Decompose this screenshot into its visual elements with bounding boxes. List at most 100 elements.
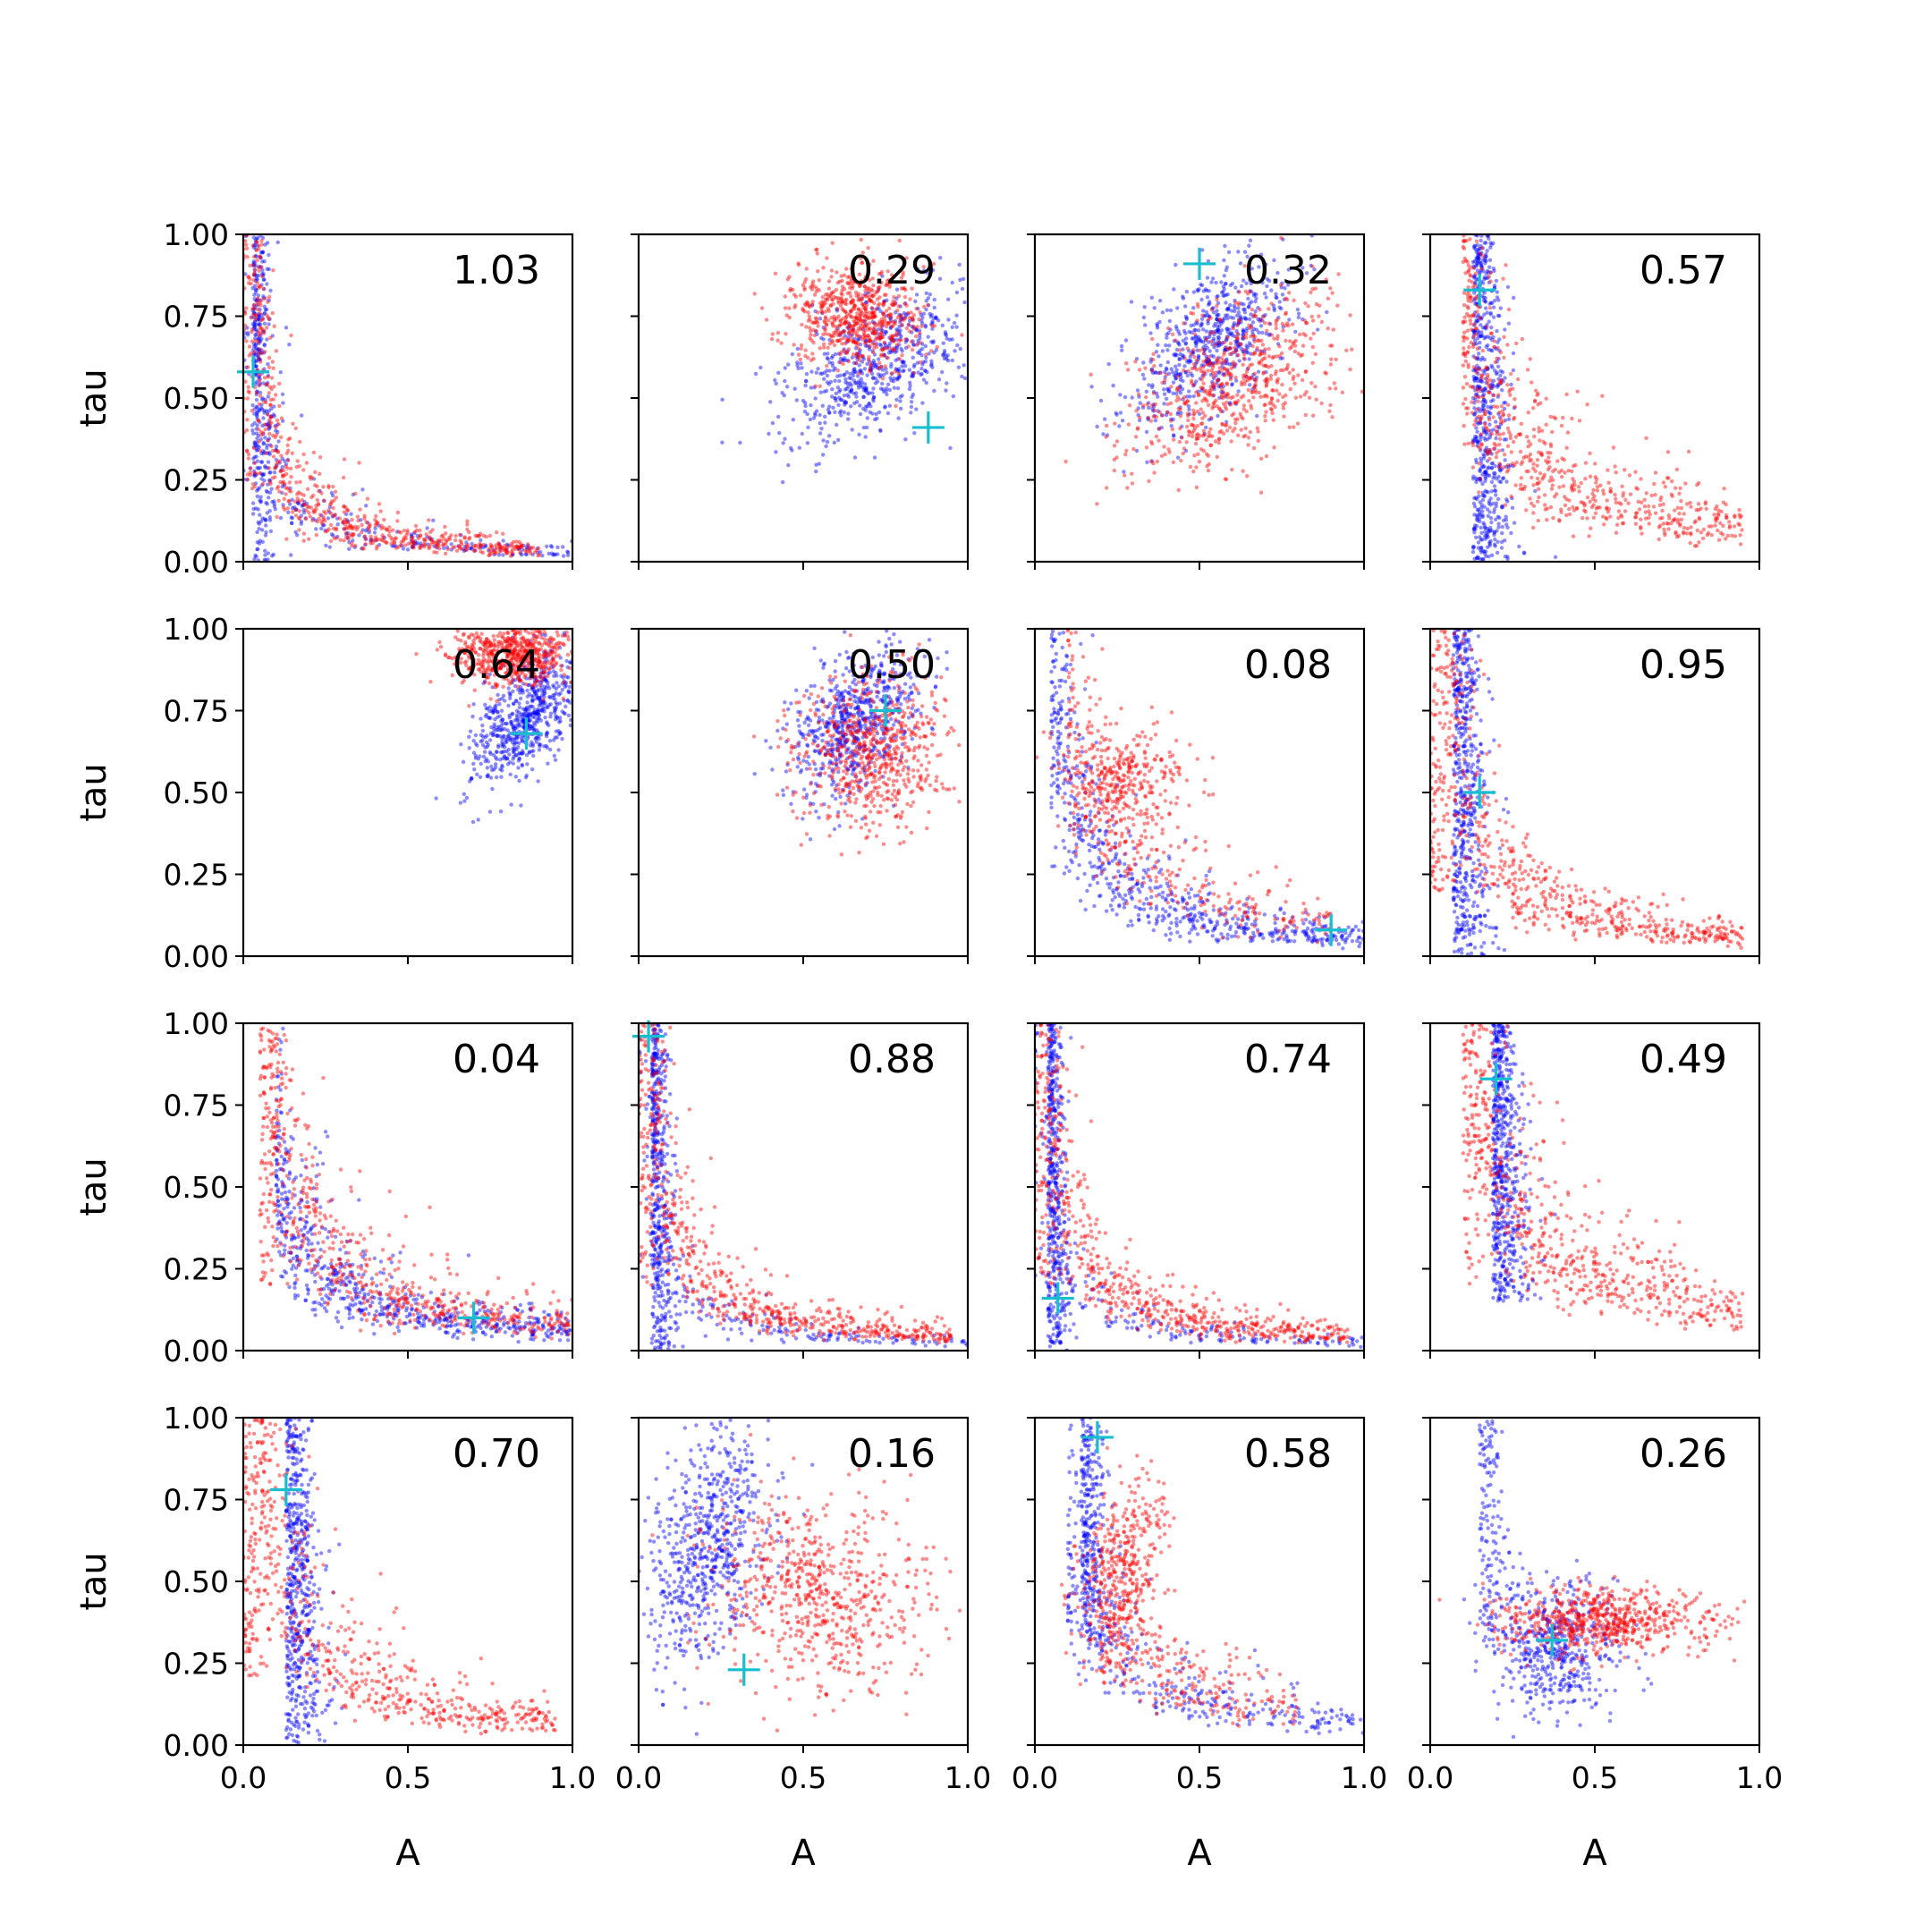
red-point	[890, 302, 894, 307]
red-point	[354, 527, 359, 532]
red-point	[811, 340, 816, 345]
red-point	[1462, 338, 1466, 343]
red-point	[1621, 521, 1626, 526]
blue-point	[1250, 300, 1254, 304]
red-point	[1491, 415, 1496, 419]
blue-point	[904, 337, 909, 342]
blue-point	[364, 504, 369, 508]
blue-point	[1272, 258, 1276, 263]
red-point	[1218, 383, 1223, 387]
red-point	[836, 314, 841, 318]
red-point	[248, 472, 253, 478]
blue-point	[255, 540, 259, 545]
red-point	[1209, 387, 1215, 392]
red-point	[1542, 472, 1547, 477]
red-point	[1191, 383, 1196, 387]
blue-point	[855, 352, 860, 356]
red-point	[1466, 263, 1470, 267]
red-point	[1497, 462, 1502, 466]
blue-point	[1262, 349, 1267, 353]
red-point	[1273, 404, 1277, 410]
blue-point	[319, 526, 324, 531]
red-point	[837, 324, 842, 328]
red-point	[882, 340, 886, 345]
red-point	[840, 284, 845, 289]
blue-point	[870, 319, 875, 324]
blue-point	[1501, 379, 1505, 384]
red-point	[1178, 407, 1182, 412]
red-point	[843, 298, 848, 303]
red-point	[1190, 366, 1195, 371]
blue-point	[853, 381, 858, 386]
red-point	[1491, 446, 1496, 451]
panel-value-label: 0.29	[848, 248, 936, 293]
blue-point	[252, 440, 257, 445]
red-point	[1665, 476, 1670, 480]
red-point	[488, 551, 494, 556]
blue-point	[1194, 338, 1199, 343]
red-point	[246, 389, 250, 394]
blue-point	[811, 416, 817, 420]
blue-point	[526, 543, 530, 547]
red-point	[1263, 378, 1267, 383]
blue-point	[1162, 402, 1166, 406]
red-point	[1555, 492, 1559, 496]
red-point	[826, 345, 830, 350]
red-point	[1685, 502, 1690, 506]
red-point	[1200, 386, 1206, 391]
red-point	[1543, 507, 1548, 512]
red-point	[1468, 384, 1473, 389]
red-point	[1573, 462, 1578, 468]
blue-point	[1234, 339, 1240, 343]
blue-point	[1233, 402, 1239, 406]
red-point	[258, 303, 263, 308]
red-point	[1201, 347, 1206, 352]
red-point	[1523, 454, 1529, 459]
blue-point	[551, 553, 555, 557]
blue-point	[1210, 306, 1215, 311]
red-point	[1738, 515, 1742, 520]
blue-point	[954, 325, 959, 329]
blue-point	[313, 518, 318, 522]
blue-point	[304, 502, 309, 506]
red-point	[350, 525, 354, 530]
blue-point	[548, 544, 554, 548]
red-point	[1502, 453, 1507, 457]
red-point	[1660, 508, 1665, 513]
red-point	[1538, 471, 1543, 476]
red-point	[1571, 477, 1575, 481]
blue-point	[1249, 290, 1254, 294]
red-point	[1478, 419, 1482, 424]
blue-point	[1199, 321, 1204, 326]
red-point	[387, 525, 392, 530]
red-point	[1531, 462, 1536, 466]
red-point	[1281, 406, 1286, 411]
blue-point	[1219, 290, 1224, 295]
red-point	[309, 495, 314, 500]
blue-point	[262, 277, 267, 282]
blue-point	[872, 321, 877, 326]
blue-point	[335, 534, 340, 539]
red-point	[297, 464, 302, 469]
blue-point	[274, 445, 279, 449]
red-point	[873, 307, 878, 312]
red-point	[1185, 411, 1191, 416]
blue-point	[1217, 342, 1222, 346]
blue-point	[836, 352, 842, 356]
red-point	[251, 263, 256, 267]
red-point	[802, 287, 807, 292]
red-point	[841, 336, 845, 341]
blue-point	[940, 323, 945, 327]
red-point	[893, 300, 897, 305]
blue-point	[1473, 388, 1478, 393]
blue-point	[1487, 510, 1492, 514]
red-point	[316, 501, 321, 506]
red-point	[1219, 428, 1224, 434]
red-point	[342, 504, 346, 509]
blue-point	[461, 547, 465, 551]
blue-point	[879, 364, 884, 369]
blue-point	[842, 347, 846, 352]
blue-point	[243, 272, 248, 276]
blue-point	[1492, 446, 1497, 451]
blue-point	[1233, 334, 1237, 339]
